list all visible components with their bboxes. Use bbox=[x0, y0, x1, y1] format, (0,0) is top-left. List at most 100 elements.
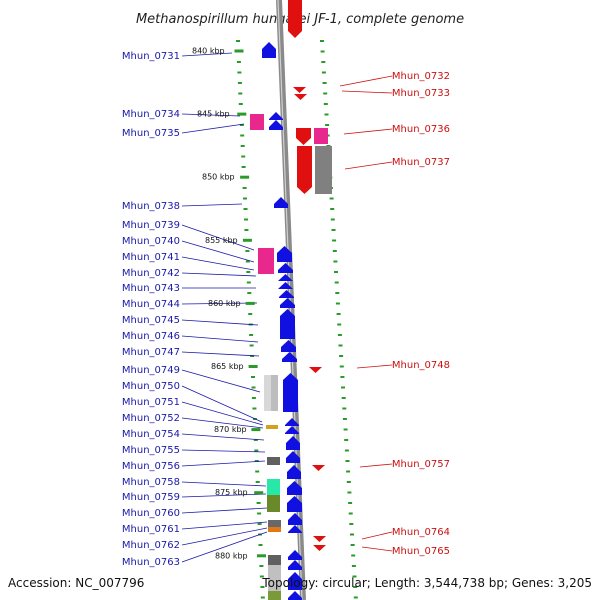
major-tick bbox=[245, 301, 255, 305]
minor-tick bbox=[335, 292, 340, 294]
gray-feature bbox=[268, 520, 281, 528]
gene-label: Mhun_0739 bbox=[122, 220, 180, 231]
forward-gene-arrow bbox=[288, 572, 302, 590]
minor-tick bbox=[337, 334, 342, 336]
minor-tick bbox=[245, 250, 250, 252]
forward-gene-arrow bbox=[278, 282, 293, 289]
connector-line bbox=[181, 224, 255, 251]
minor-tick bbox=[249, 334, 254, 336]
gene-label: Mhun_0740 bbox=[122, 236, 180, 247]
major-tick bbox=[254, 491, 264, 495]
gene-label: Mhun_0731 bbox=[122, 51, 180, 62]
minor-tick bbox=[345, 460, 350, 462]
minor-tick bbox=[255, 470, 260, 473]
minor-tick bbox=[346, 470, 351, 473]
connector-line bbox=[181, 319, 259, 326]
minor-tick bbox=[248, 313, 253, 315]
olive-feature bbox=[267, 495, 280, 512]
forward-gene-arrow bbox=[269, 112, 283, 120]
minor-tick bbox=[349, 523, 354, 525]
gene-label: Mhun_0759 bbox=[122, 492, 180, 503]
connector-line bbox=[181, 113, 241, 117]
minor-tick bbox=[240, 145, 245, 147]
minor-tick bbox=[254, 449, 259, 452]
minor-tick bbox=[351, 554, 356, 557]
minor-tick bbox=[330, 218, 335, 221]
forward-gene-arrow bbox=[285, 426, 299, 434]
minor-tick bbox=[339, 355, 344, 357]
gene-label: Mhun_0735 bbox=[122, 128, 180, 139]
minor-tick bbox=[251, 397, 256, 399]
minor-tick bbox=[239, 124, 244, 126]
forward-gene-arrow bbox=[282, 352, 297, 362]
connector-line bbox=[181, 531, 268, 563]
connector-line bbox=[181, 302, 258, 305]
gene-label: Mhun_0755 bbox=[122, 445, 180, 456]
minor-tick bbox=[348, 502, 353, 504]
reverse-gene-arrow bbox=[294, 94, 307, 100]
teal-feature bbox=[267, 479, 280, 495]
forward-gene-arrow bbox=[288, 560, 302, 570]
reverse-gene-arrow bbox=[313, 536, 326, 542]
forward-gene-arrow bbox=[269, 120, 283, 130]
minor-tick bbox=[332, 239, 337, 242]
minor-tick bbox=[241, 155, 246, 158]
major-tick bbox=[242, 238, 252, 242]
small-feature bbox=[266, 425, 278, 429]
reverse-gene-arrow bbox=[313, 545, 326, 551]
gene-label: Mhun_0761 bbox=[122, 524, 180, 535]
pink-feature bbox=[250, 114, 264, 130]
minor-tick bbox=[338, 344, 343, 347]
gene-label: Mhun_0745 bbox=[122, 315, 180, 326]
gene-label: Mhun_0764 bbox=[392, 527, 450, 538]
minor-tick bbox=[320, 50, 325, 53]
minor-tick bbox=[334, 271, 338, 273]
connector-line bbox=[181, 481, 267, 487]
minor-tick bbox=[240, 134, 245, 137]
minor-tick bbox=[353, 586, 358, 588]
minor-tick bbox=[257, 512, 262, 515]
connector-line bbox=[181, 385, 263, 423]
minor-tick bbox=[339, 365, 344, 368]
minor-tick bbox=[237, 71, 242, 74]
gene-label: Mhun_0746 bbox=[122, 331, 180, 342]
gene-label: Mhun_0736 bbox=[392, 124, 450, 135]
reverse-gene-arrow bbox=[297, 146, 312, 194]
minor-tick bbox=[259, 575, 264, 578]
minor-tick bbox=[251, 376, 255, 378]
gene-label: Mhun_0738 bbox=[122, 201, 180, 212]
minor-tick bbox=[329, 197, 334, 200]
gene-label: Mhun_0760 bbox=[122, 508, 180, 519]
gene-label: Mhun_0749 bbox=[122, 365, 180, 376]
kbp-label: 865 kbp bbox=[211, 362, 244, 371]
gene-label: Mhun_0752 bbox=[122, 413, 180, 424]
connector-line bbox=[181, 240, 255, 263]
accession-text: Accession: NC_007796 bbox=[8, 576, 144, 590]
reverse-gene-arrow bbox=[296, 128, 311, 145]
orange-feature bbox=[268, 527, 281, 532]
gene-label: Mhun_0756 bbox=[122, 461, 180, 472]
forward-gene-arrow bbox=[277, 246, 292, 262]
gray-feature bbox=[268, 555, 281, 565]
kbp-label: 845 kbp bbox=[197, 110, 230, 119]
major-tick bbox=[251, 428, 261, 432]
connector-line bbox=[181, 460, 266, 467]
major-tick bbox=[248, 365, 258, 368]
minor-tick bbox=[236, 61, 241, 63]
connector-line bbox=[181, 369, 261, 393]
minor-tick bbox=[321, 61, 326, 63]
minor-tick bbox=[320, 40, 324, 42]
minor-tick bbox=[243, 208, 248, 210]
connector-line bbox=[181, 433, 265, 441]
major-tick bbox=[237, 112, 247, 116]
minor-tick bbox=[335, 302, 340, 305]
minor-tick bbox=[344, 439, 349, 441]
minor-tick bbox=[323, 103, 328, 105]
minor-tick bbox=[350, 544, 355, 546]
forward-gene-arrow bbox=[280, 298, 295, 308]
minor-tick bbox=[331, 229, 336, 231]
minor-tick bbox=[342, 407, 347, 410]
kbp-label: 840 kbp bbox=[192, 47, 225, 56]
minor-tick bbox=[246, 271, 251, 273]
